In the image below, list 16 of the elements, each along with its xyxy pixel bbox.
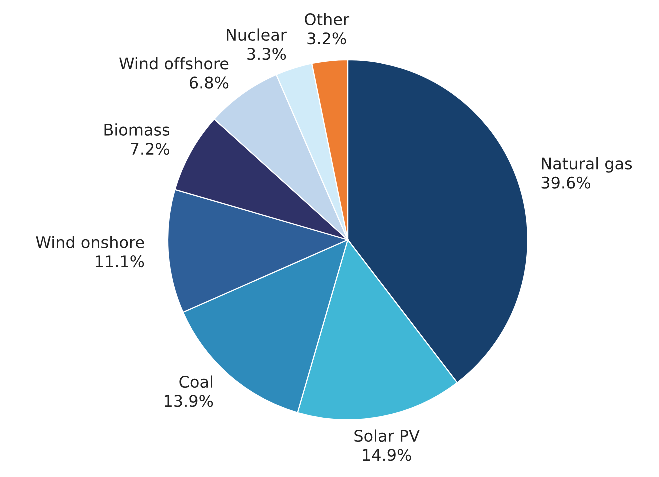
data-label: 13.9% <box>164 395 214 408</box>
slice-label: Solar PV <box>354 430 420 442</box>
slice-label: Wind offshore <box>120 57 229 70</box>
slice-label: Natural gas <box>542 157 632 173</box>
data-label: 7.2% <box>131 142 170 156</box>
data-label: 3.2% <box>308 32 346 45</box>
data-label: 39.6% <box>542 176 590 189</box>
data-label: 11.1% <box>96 256 144 268</box>
slice-label: Biomass <box>104 124 170 136</box>
slice-label: Nuclear <box>227 28 287 42</box>
slice-label: Wind onshore <box>36 236 144 248</box>
data-label: 14.9% <box>363 449 412 462</box>
data-label: 3.3% <box>248 48 286 60</box>
slice-label: Other <box>305 13 350 26</box>
slice-label: Coal <box>180 376 212 388</box>
data-label: 6.8% <box>190 76 229 89</box>
